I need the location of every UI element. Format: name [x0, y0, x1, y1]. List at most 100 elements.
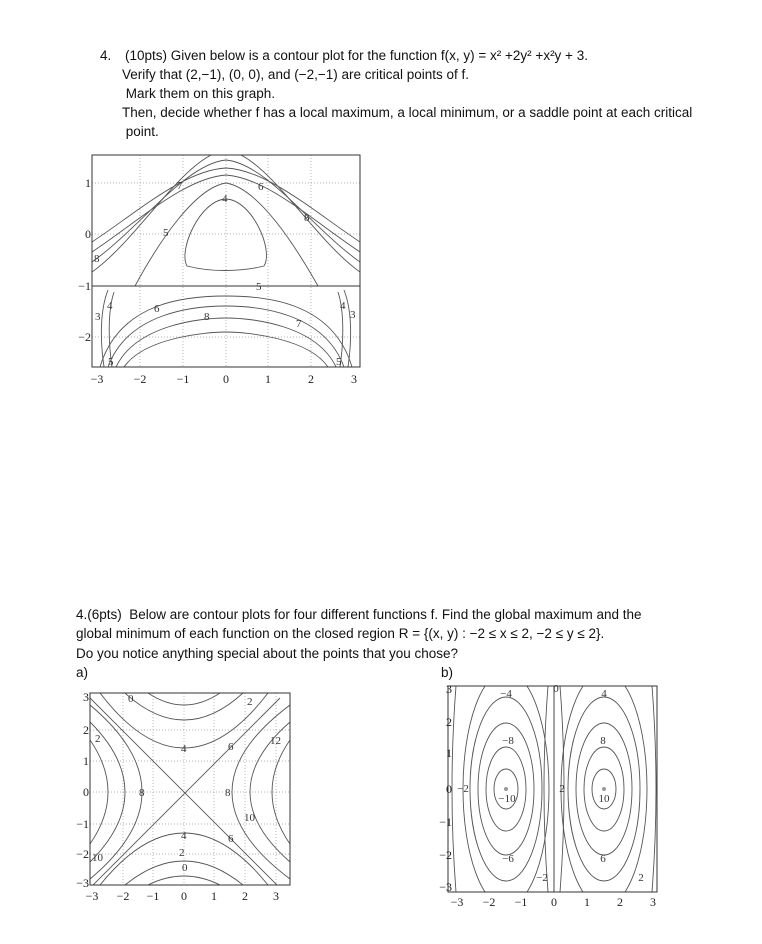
contour-label: 4	[222, 193, 228, 205]
contour-label: −8	[502, 735, 514, 747]
contour-label: 5	[336, 356, 342, 368]
y-tick-label: −3	[76, 876, 89, 890]
x-tick-label: −1	[515, 895, 528, 909]
contour-label: 5	[256, 281, 262, 293]
y-tick-label: −2	[78, 330, 91, 344]
y-tick-label: −1	[76, 817, 89, 831]
x-tick-label: −1	[177, 372, 190, 386]
y-tick-label: −2	[439, 848, 452, 862]
contour-label: 6	[228, 833, 234, 845]
contours	[92, 155, 360, 367]
contour-label: 6	[228, 741, 234, 753]
contour-plot: 0 2 2 4 6 12 8 8 10 4 6 2 0 10 −3 −2 −1 …	[76, 690, 291, 903]
center-dot	[602, 787, 606, 791]
contour-label: −6	[502, 853, 514, 865]
contours	[90, 693, 290, 885]
y-tick-label: 2	[446, 715, 452, 729]
problem-line: global minimum of each function on the c…	[76, 626, 604, 641]
contour-label: −4	[500, 688, 512, 700]
y-tick-label: 1	[85, 176, 91, 190]
x-tick-label: −2	[483, 895, 496, 909]
plot-frame	[89, 692, 291, 886]
x-tick-label: 1	[265, 372, 271, 386]
contour-label: 0	[128, 693, 134, 705]
y-tick-label: −3	[439, 880, 452, 894]
problem-number: 4.	[100, 48, 111, 63]
contours	[451, 686, 657, 892]
contour-label: 8	[225, 787, 231, 799]
center-dot	[504, 787, 508, 791]
x-tick-label: −3	[451, 895, 464, 909]
contour-label: 0	[553, 683, 559, 695]
y-tick-label: 0	[446, 782, 452, 796]
plot-frame	[447, 685, 658, 893]
contour-label: 10	[244, 812, 256, 824]
x-tick-label: 1	[211, 889, 217, 903]
plot-label: b)	[441, 665, 453, 680]
contour-label: 2	[247, 696, 253, 708]
y-tick-label: 0	[83, 785, 89, 799]
problem-line: point.	[122, 124, 159, 139]
x-tick-label: 0	[551, 895, 557, 909]
x-tick-label: −2	[117, 889, 130, 903]
x-tick-label: −2	[134, 372, 147, 386]
contour-label: 2	[559, 783, 565, 795]
problem-line: Mark them on this graph.	[122, 86, 275, 101]
contour-label: 8	[600, 735, 606, 747]
grid	[90, 693, 290, 885]
x-tick-label: 0	[181, 889, 187, 903]
x-tick-label: 2	[617, 895, 623, 909]
contour-label: 10	[599, 793, 611, 805]
contour-label: 3	[95, 311, 101, 323]
contour-label: 10	[92, 852, 104, 864]
y-tick-label: 3	[83, 690, 89, 704]
x-tick-label: 2	[308, 372, 314, 386]
contour-label: 4	[601, 688, 607, 700]
y-tick-label: 2	[83, 723, 89, 737]
contour-label: 3	[350, 309, 356, 321]
problem-line: Then, decide whether f has a local maxim…	[122, 105, 692, 120]
y-tick-label: 1	[83, 754, 89, 768]
y-tick-label: 0	[85, 227, 91, 241]
y-tick-label: 3	[446, 682, 452, 696]
contour-label: 5	[163, 227, 169, 239]
contour-label: 4	[181, 830, 187, 842]
contour-label: 0	[182, 862, 188, 874]
problem-line: 4.(6pts) Below are contour plots for fou…	[76, 607, 642, 622]
contour-label: 2	[179, 847, 185, 859]
x-tick-label: 3	[650, 895, 656, 909]
contour-label: 6	[154, 303, 160, 315]
plot-label: a)	[76, 665, 88, 680]
contour-label: 6	[600, 853, 606, 865]
contour-label: −2	[457, 783, 469, 795]
contour-label: −2	[536, 872, 548, 884]
y-tick-label: −1	[78, 279, 91, 293]
grid	[92, 155, 360, 367]
contour-label: 8	[304, 212, 310, 224]
x-tick-label: 1	[584, 895, 590, 909]
contour-label: 4	[107, 300, 113, 312]
contour-label: 5	[108, 356, 114, 368]
x-tick-label: −1	[147, 889, 160, 903]
contour-label: 6	[258, 181, 264, 193]
x-tick-label: 2	[242, 889, 248, 903]
contour-label: 8	[94, 253, 100, 265]
y-tick-label: 1	[446, 746, 452, 760]
contour-label: −10	[498, 793, 516, 805]
plot-frame	[91, 154, 361, 368]
problem-line: Verify that (2,−1), (0, 0), and (−2,−1) …	[122, 67, 469, 82]
x-tick-label: 3	[351, 372, 357, 386]
contour-label: 7	[296, 318, 302, 330]
contour-label: 7	[177, 180, 183, 192]
contour-label: 2	[95, 733, 101, 745]
contour-label: 2	[638, 872, 644, 884]
x-tick-label: −3	[91, 372, 104, 386]
x-tick-label: −3	[86, 889, 99, 903]
contour-label: 8	[204, 311, 210, 323]
y-tick-label: −2	[76, 847, 89, 861]
problem-line: Do you notice anything special about the…	[76, 646, 458, 661]
contour-label: 4	[181, 743, 187, 755]
contour-label: 12	[270, 735, 281, 747]
problem-line: (10pts) Given below is a contour plot fo…	[125, 48, 588, 63]
